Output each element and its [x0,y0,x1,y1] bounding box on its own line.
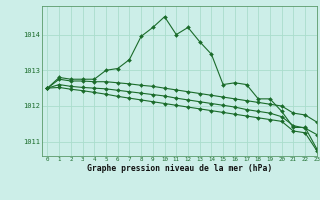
X-axis label: Graphe pression niveau de la mer (hPa): Graphe pression niveau de la mer (hPa) [87,164,272,173]
